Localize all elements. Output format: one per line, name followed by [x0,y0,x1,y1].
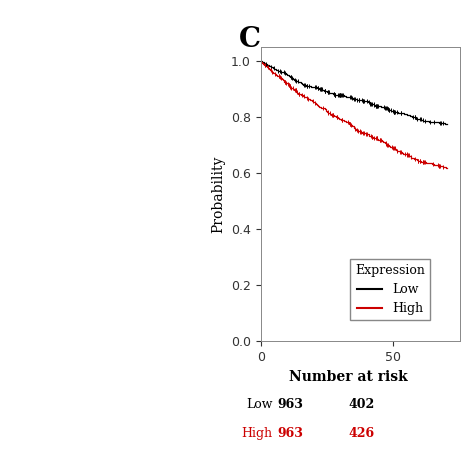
Text: 402: 402 [348,398,374,411]
Legend: Low, High: Low, High [350,259,430,320]
Text: Low: Low [246,398,273,411]
Text: High: High [241,427,273,439]
Text: 963: 963 [277,398,303,411]
Y-axis label: Probability: Probability [211,155,226,233]
Text: 426: 426 [348,427,374,439]
Text: Number at risk: Number at risk [289,370,408,384]
Text: C: C [239,26,261,53]
Text: 963: 963 [277,427,303,439]
